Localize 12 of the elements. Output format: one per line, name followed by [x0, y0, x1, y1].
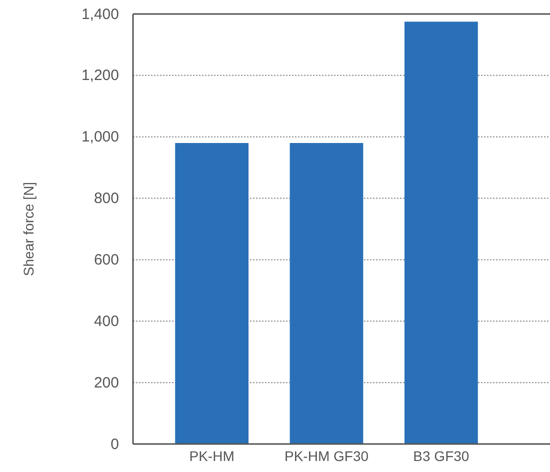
y-tick-label: 800 — [94, 190, 119, 208]
y-tick-label: 1,200 — [81, 67, 119, 84]
x-tick-label: B3 GF30 — [413, 448, 470, 464]
y-tick-label: 1,000 — [81, 128, 119, 146]
y-axis-title: Shear force [N] — [20, 182, 37, 276]
y-tick-label: 200 — [94, 374, 119, 392]
y-tick-label: 400 — [94, 312, 119, 330]
y-tick-label: 600 — [94, 252, 119, 269]
y-tick-label: 0 — [110, 436, 119, 453]
x-tick-label: PK-HM — [189, 448, 234, 464]
y-tick-label: 1,400 — [81, 6, 119, 23]
x-tick-label: PK-HM GF30 — [284, 448, 369, 464]
